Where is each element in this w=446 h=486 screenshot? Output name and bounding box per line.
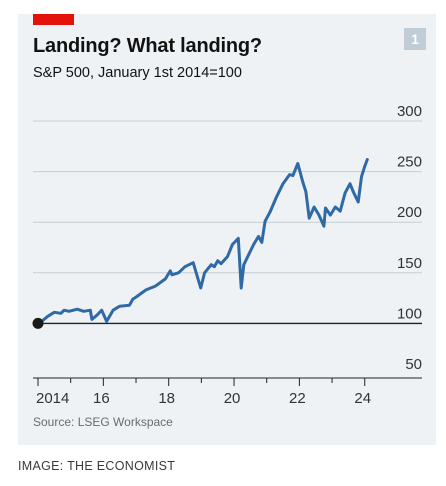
chart-source: Source: LSEG Workspace [33,415,173,429]
y-tick-label-50: 50 [405,356,422,373]
chart-panel: 1 Landing? What landing? S&P 500, Januar… [18,14,436,445]
y-tick-label-300: 300 [397,103,422,120]
image-credit: IMAGE: THE ECONOMIST [18,459,176,473]
y-tick-label-100: 100 [397,305,422,322]
chart-number-badge: 1 [404,28,426,50]
y-tick-label-250: 250 [397,154,422,171]
x-tick-label-18: 18 [158,390,175,407]
x-tick-label-2014: 2014 [36,390,69,407]
gridlines [33,120,422,325]
x-tick-label-20: 20 [224,390,241,407]
y-tick-label-150: 150 [397,255,422,272]
y-tick-label-200: 200 [397,204,422,221]
x-tick-label-16: 16 [93,390,110,407]
x-axis: 2014 16 18 20 22 24 [33,377,422,407]
sp500-line [36,158,369,325]
start-marker [32,317,44,329]
series-layer [32,158,369,329]
chart-subtitle: S&P 500, January 1st 2014=100 [33,65,242,81]
chart-title: Landing? What landing? [33,35,262,57]
line-chart: 50 100 150 200 250 300 2014 16 18 20 22 24 [32,103,422,407]
x-tick-label-22: 22 [289,390,306,407]
economist-red-tag [33,14,74,25]
y-axis-labels: 50 100 150 200 250 300 [397,103,422,373]
x-tick-label-24: 24 [354,390,371,407]
